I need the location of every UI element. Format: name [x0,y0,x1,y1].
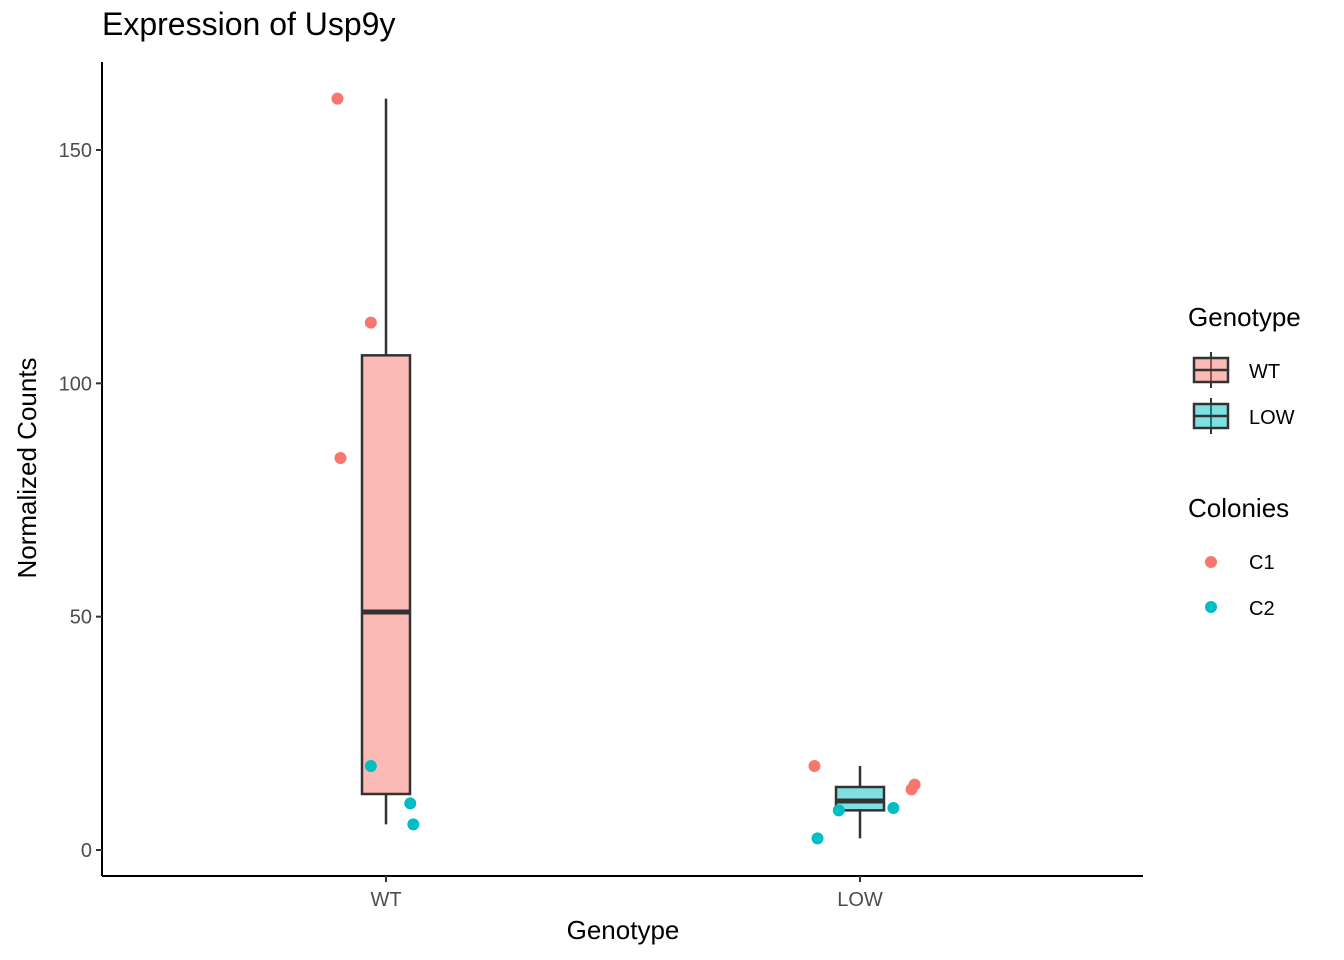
box-body [360,354,412,796]
y-tick-label: 150 [59,140,92,162]
legend-colonies: Colonies [1188,493,1289,524]
box-low [834,766,886,839]
legend-genotype-title: Genotype [1188,302,1301,332]
data-point-c1 [364,316,377,329]
legend-genotype: Genotype [1188,302,1301,333]
data-point-c1 [808,760,821,772]
data-point-c2 [404,797,417,810]
data-point-c1 [334,452,347,464]
boxes [360,98,886,839]
data-point-c1 [331,92,344,105]
box-wt [360,98,412,825]
data-point-c2 [887,802,900,814]
y-tick-label: 100 [59,373,92,395]
legend-colonies-title: Colonies [1188,493,1290,523]
y-axis-label: Normalized Counts [12,357,42,578]
data-point-c2 [407,818,420,831]
chart-title: Expression of Usp9y [102,6,396,42]
data-point-c2 [832,804,845,817]
data-point-c1 [905,783,918,796]
points [331,92,921,845]
x-tick-label: LOW [837,889,883,911]
y-tick-label: 0 [81,840,92,862]
axes: 0 50 100 150 WT LOW [59,62,1143,911]
data-point-c2 [811,832,824,845]
data-point-c2 [364,760,377,772]
x-axis-label: Genotype [567,915,680,945]
x-tick-label: WT [370,889,401,911]
y-tick-label: 50 [70,607,92,629]
